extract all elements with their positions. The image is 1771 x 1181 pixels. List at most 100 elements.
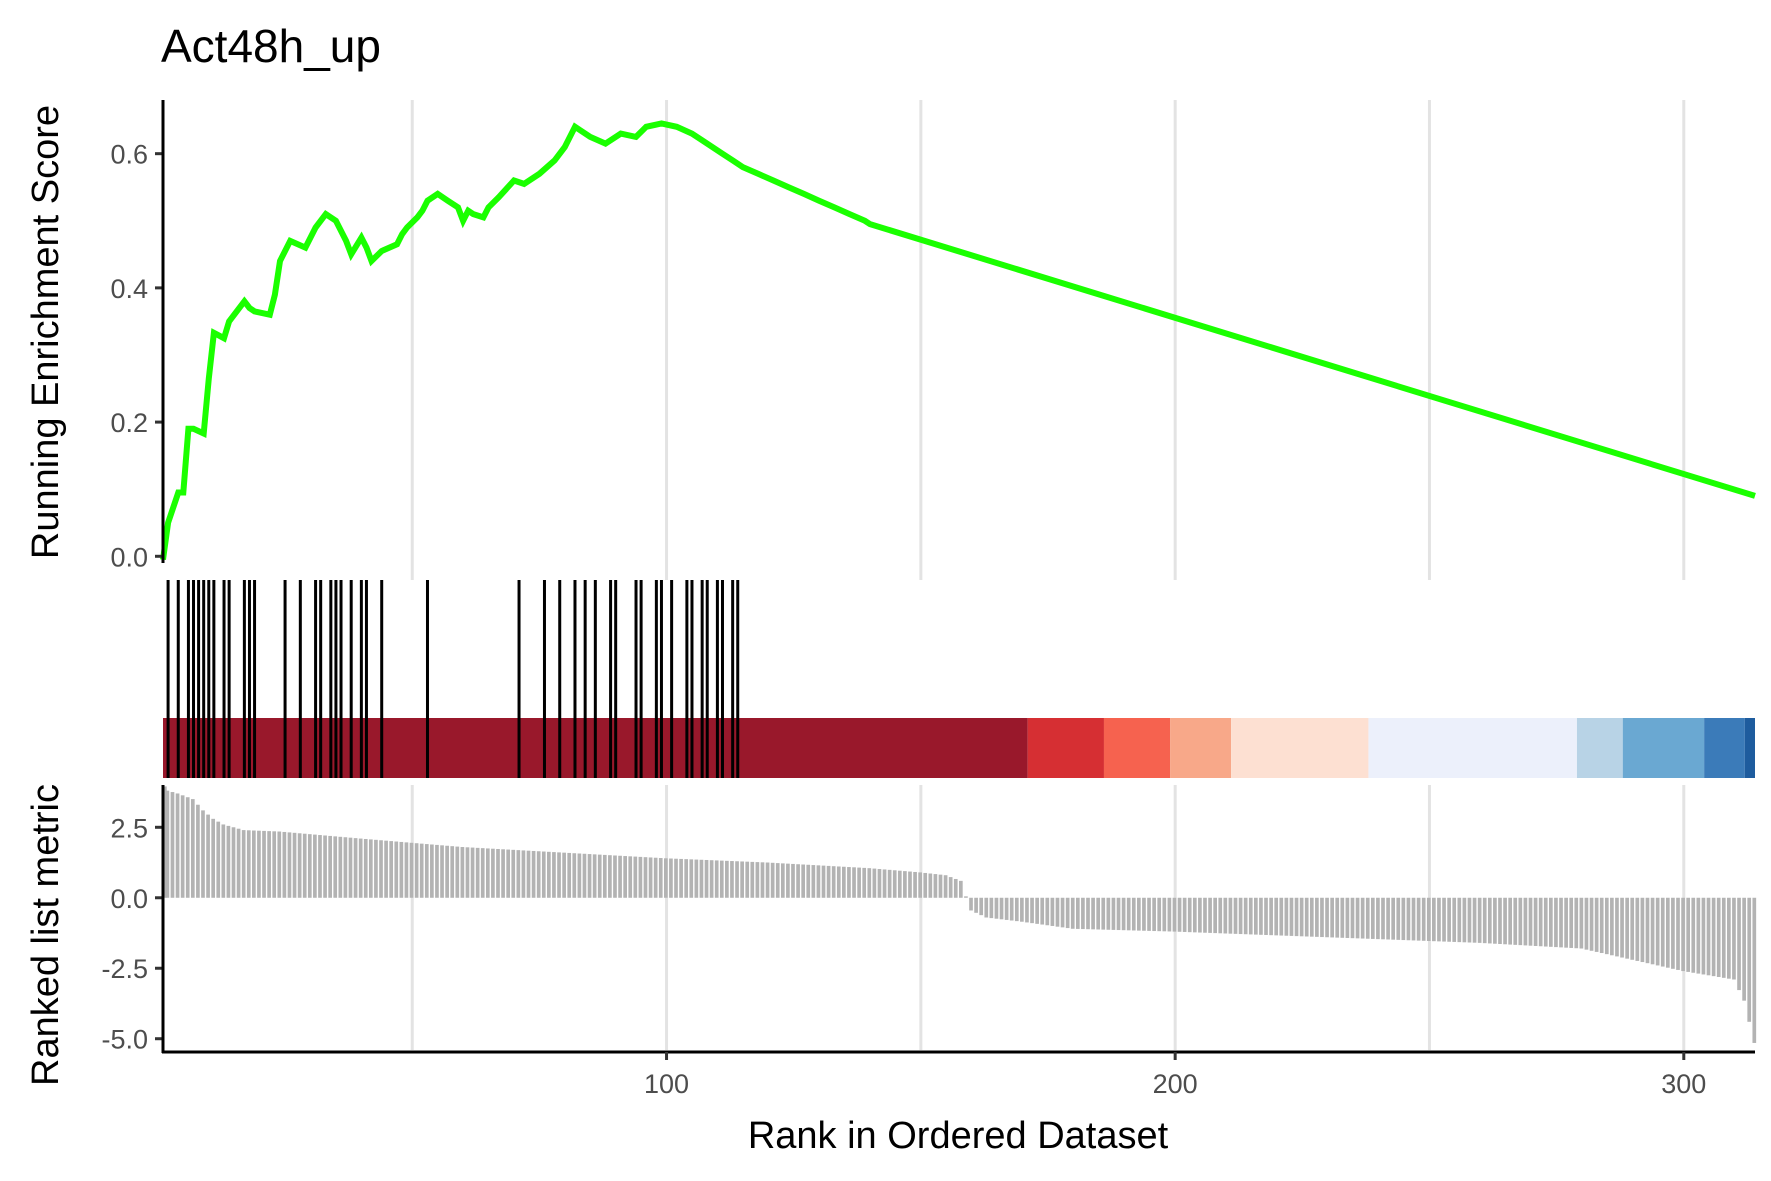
ranked-metric-bar (1727, 897, 1731, 979)
ranked-metric-bar (984, 897, 989, 918)
ranked-metric-bar (1477, 897, 1482, 943)
ranked-metric-bar (1218, 897, 1223, 934)
ranked-metric-bar (1391, 897, 1396, 940)
ranked-metric-bar (1335, 897, 1340, 938)
ranked-metric-bar (1070, 897, 1075, 929)
ranked-metric-bar (1538, 897, 1543, 947)
ranked-metric-bar (1248, 897, 1253, 935)
ranked-metric-bar (618, 855, 622, 898)
ranked-metric-bar (435, 844, 439, 898)
color-bar-segment (1744, 718, 1755, 778)
ranked-metric-bar (1177, 897, 1182, 932)
ranked-metric-bar (1213, 897, 1217, 934)
ranked-metric-bar (948, 877, 953, 898)
ranked-metric-bar (1167, 897, 1172, 932)
ranked-metric-bar (1482, 897, 1487, 944)
ranked-metric-bar (857, 867, 861, 898)
ranked-metric-bar (1050, 897, 1055, 926)
ranked-metric-bar (1498, 897, 1502, 944)
ranked-metric-bar (1569, 897, 1574, 948)
ranked-metric-bar (480, 848, 485, 898)
ranked-metric-bar (226, 825, 231, 898)
ranked-metric-bar (928, 873, 933, 898)
ranked-metric-bar (780, 863, 785, 898)
ranked-metric-bar (1187, 897, 1192, 933)
ranked-metric-bar (1533, 897, 1538, 946)
ranked-metric-bar (175, 793, 180, 898)
color-bar-segment (1027, 718, 1104, 778)
ranked-metric-bar (1223, 897, 1228, 934)
ranked-metric-bar (348, 837, 353, 898)
ranked-metric-bar (994, 897, 999, 919)
ranked-metric-bar (608, 855, 612, 898)
ranked-metric-bar (196, 804, 200, 898)
ranked-metric-bar (1528, 897, 1533, 946)
ranked-metric-bar (1691, 897, 1696, 973)
ranked-metric-bar (1238, 897, 1243, 935)
ranked-metric-bar (241, 830, 246, 898)
ranked-metric-bar (1386, 897, 1390, 940)
ranked-metric-bar (547, 851, 551, 898)
ranked-metric-bar (231, 827, 236, 898)
ranked-metric-bar (1279, 897, 1284, 936)
enrichment-y-axis: 0.0 0.2 0.4 0.6 (110, 140, 163, 572)
ranked-metric-bar (445, 845, 449, 898)
ranked-metric-bar (796, 864, 800, 898)
ranked-metric-bar (1508, 897, 1513, 945)
ranked-metric-bar (1426, 897, 1431, 941)
ranked-metric-bar (430, 844, 434, 898)
ranked-metric-bar (1152, 897, 1156, 932)
ranked-metric-bar (1579, 897, 1584, 949)
ranked-metric-bar (1325, 897, 1329, 938)
ranked-metric-bar (516, 850, 521, 898)
ranked-metric-bar (684, 859, 689, 898)
ranked-metric-bar (1101, 897, 1106, 930)
ranked-metric-bar (1686, 897, 1691, 972)
ranked-metric-bar (1396, 897, 1401, 940)
ranked-metric-bar (409, 842, 414, 898)
running-enrichment-line (160, 120, 1756, 561)
ranked-metric-bar (964, 896, 968, 898)
ranked-metric-bar (1065, 897, 1070, 929)
ranked-metric-bar (689, 859, 694, 898)
ranked-metric-bar (272, 831, 277, 898)
ranked-metric-bar (1630, 897, 1635, 960)
ranked-metric-bar (252, 830, 256, 898)
rank-color-bar (163, 718, 1755, 778)
ranked-metric-bar (1406, 897, 1411, 941)
gene-hit-marks (166, 580, 740, 778)
ranked-metric-bar (1416, 897, 1421, 941)
ranked-metric-bar (933, 874, 938, 898)
enrichment-y-tick-label: 0.2 (110, 408, 148, 438)
ranked-metric-bar (470, 847, 475, 898)
ranked-metric-bar (1737, 897, 1741, 991)
ranked-metric-bar (1131, 897, 1136, 931)
ranked-metric-bar (1635, 897, 1640, 961)
ranked-metric-bar (663, 858, 668, 898)
ranked-metric-bar (1432, 897, 1436, 942)
ranked-metric-bar (1447, 897, 1451, 942)
ranked-metric-bar (323, 835, 327, 898)
chart-title: Act48h_up (161, 20, 381, 72)
ranked-metric-bar (1355, 897, 1360, 939)
ranked-metric-bar (989, 897, 994, 919)
ranked-metric-bar (353, 838, 358, 898)
ranked-metric-bar (750, 861, 755, 898)
ranked-metric-bar (313, 834, 317, 898)
ranked-metric-bar (501, 849, 505, 898)
ranked-metric-bar (236, 828, 241, 898)
ranked-metric-bar (1599, 897, 1604, 954)
ranked-metric-bar (1610, 897, 1614, 956)
ranked-metric-bar (1284, 897, 1289, 936)
ranked-metric-bar (908, 871, 912, 898)
ranked-metric-bar (1589, 897, 1594, 951)
ranked-metric-bar (257, 830, 261, 898)
ranked-metric-bar (918, 872, 922, 898)
ranked-metric-bar (1320, 897, 1324, 938)
ranked-metric-bar (725, 860, 729, 898)
ranked-metric-bar (302, 833, 307, 898)
ranked-metric-bar (740, 861, 744, 898)
ranked-metric-bar (1345, 897, 1350, 938)
ranked-metric-bar (246, 830, 251, 898)
ranked-metric-bar (1137, 897, 1141, 931)
